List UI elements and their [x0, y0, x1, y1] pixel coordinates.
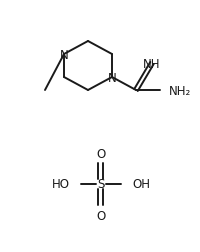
Text: NH: NH — [143, 57, 160, 70]
Text: S: S — [97, 178, 104, 191]
Text: HO: HO — [52, 178, 70, 191]
Text: OH: OH — [131, 178, 149, 191]
Text: O: O — [96, 209, 105, 222]
Text: N: N — [59, 48, 68, 61]
Text: NH₂: NH₂ — [168, 84, 190, 97]
Text: O: O — [96, 147, 105, 160]
Text: N: N — [107, 71, 116, 84]
